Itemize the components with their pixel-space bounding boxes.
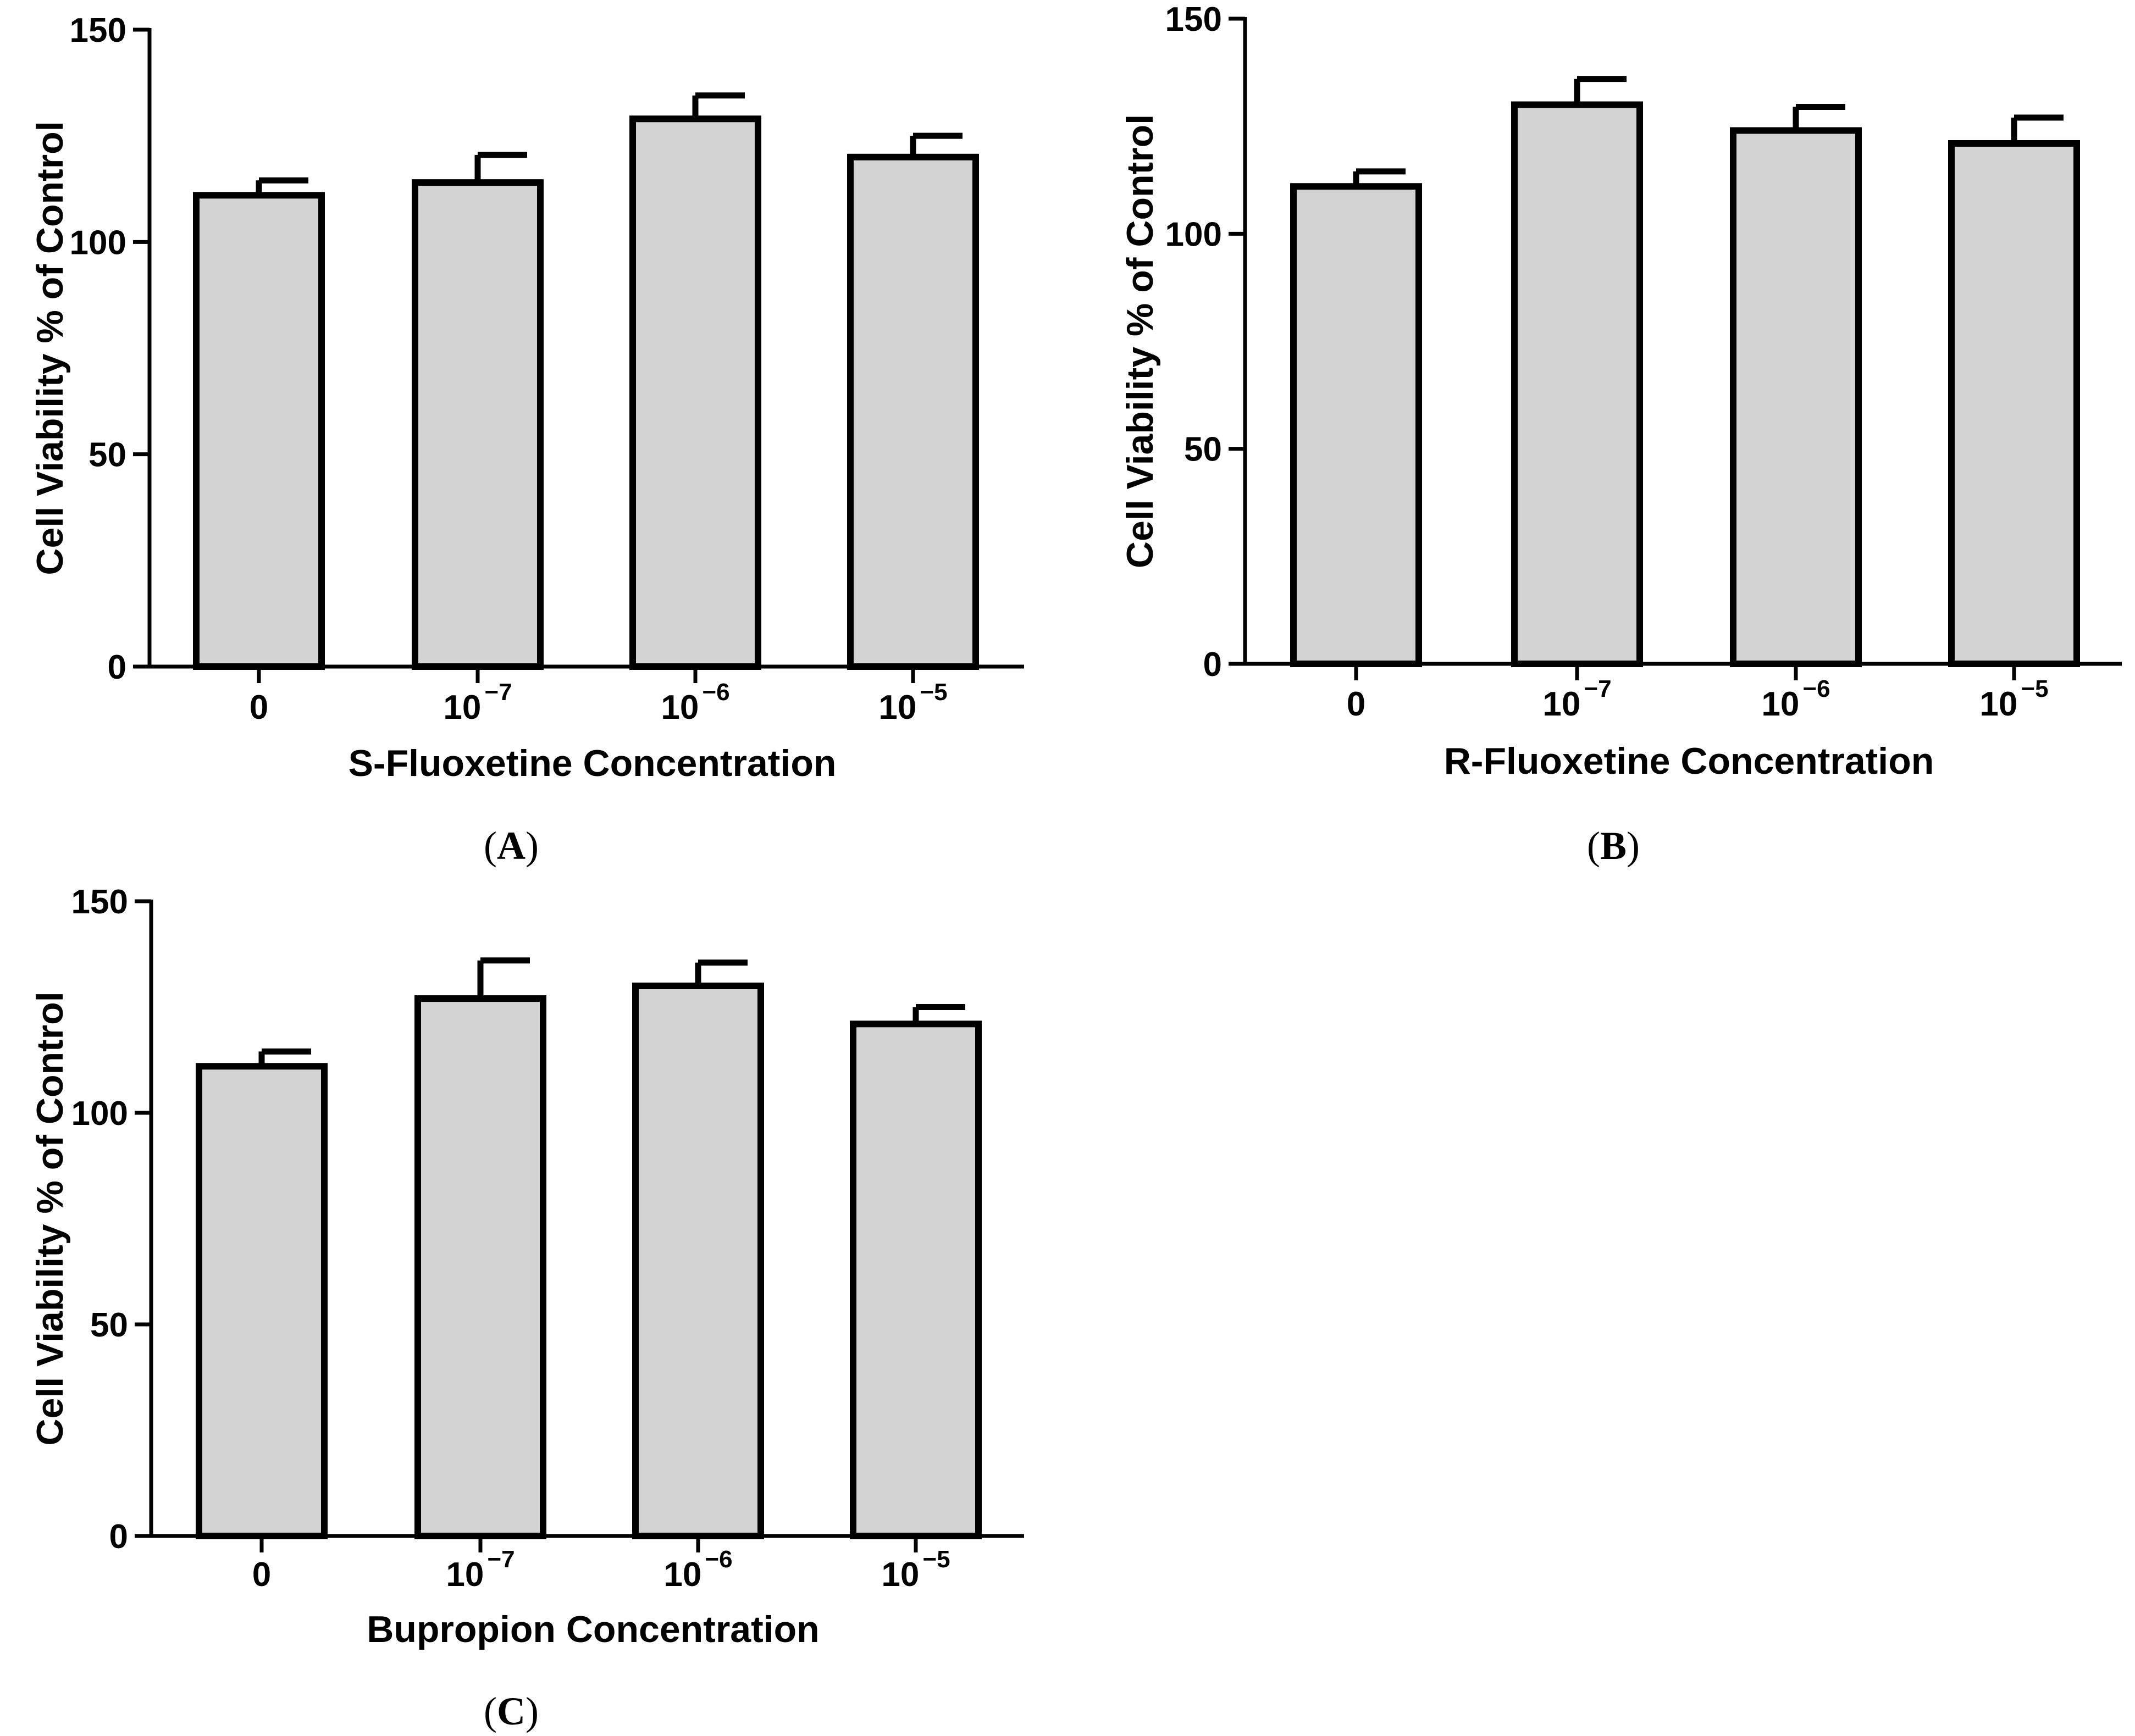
y-tick-label: 0 [1203,646,1222,684]
x-tick-label: 10 −7 [443,679,512,726]
x-axis-title: Bupropion Concentration [367,1609,819,1650]
y-tick-label: 100 [71,1095,128,1133]
y-axis-title: Cell Viability % of Control [1119,114,1161,568]
y-tick-label: 150 [1165,1,1222,38]
bar [1730,127,1862,667]
y-axis-title: Cell Viability % of Control [29,121,71,575]
bar [1511,101,1643,668]
chart-panel-b: 0 50 100 150 0 10 −7 10 −6 10 −5 R-Fluoxetine Conce… [1119,1,2122,868]
x-axis-title: S-Fluoxetine Concentration [349,742,837,784]
x-tick-label: 10 −6 [1761,675,1830,723]
x-tick-label: 10 −5 [1979,675,2048,723]
x-tick-label: 10 −5 [881,1546,950,1594]
bar [850,1020,982,1540]
y-tick-label: 0 [109,1518,128,1556]
bar [412,179,544,670]
y-tick-label: 50 [89,436,126,474]
panel-label: (B) [1587,824,1640,868]
bar [193,192,325,670]
bar [414,995,546,1539]
x-tick-label: 10 −5 [878,679,947,726]
y-tick-label: 100 [70,224,126,262]
x-tick-label: 10 −7 [446,1546,515,1594]
chart-panel-c: 0 50 100 150 0 10 −7 10 −6 10 −5 Bupropion Concentr… [29,883,1024,1733]
bar [629,115,761,670]
y-tick-label: 50 [1184,431,1222,469]
bar [1948,140,2080,667]
x-tick-label: 10 −7 [1542,675,1611,723]
chart-panel-a: 0 50 100 150 0 10 −7 10 −6 10 −5 S-Fluoxetine Conce… [29,12,1024,868]
y-tick-label: 150 [70,12,126,49]
y-tick-label: 0 [108,648,126,686]
y-tick-label: 150 [71,883,128,921]
bar [1290,183,1422,667]
x-tick-label: 0 [250,689,268,726]
bar [632,983,764,1539]
x-tick-label: 10 −6 [663,1546,732,1594]
y-tick-label: 100 [1165,215,1222,253]
y-axis-title: Cell Viability % of Control [29,991,71,1445]
bar [847,153,979,670]
x-tick-label: 0 [1347,685,1365,723]
y-tick-label: 50 [90,1306,128,1344]
x-tick-label: 0 [252,1556,271,1594]
bar [196,1063,328,1540]
x-tick-label: 10 −6 [661,679,729,726]
panel-label: (C) [484,1689,539,1733]
panel-label: (A) [484,824,539,868]
x-axis-title: R-Fluoxetine Concentration [1444,740,1934,782]
